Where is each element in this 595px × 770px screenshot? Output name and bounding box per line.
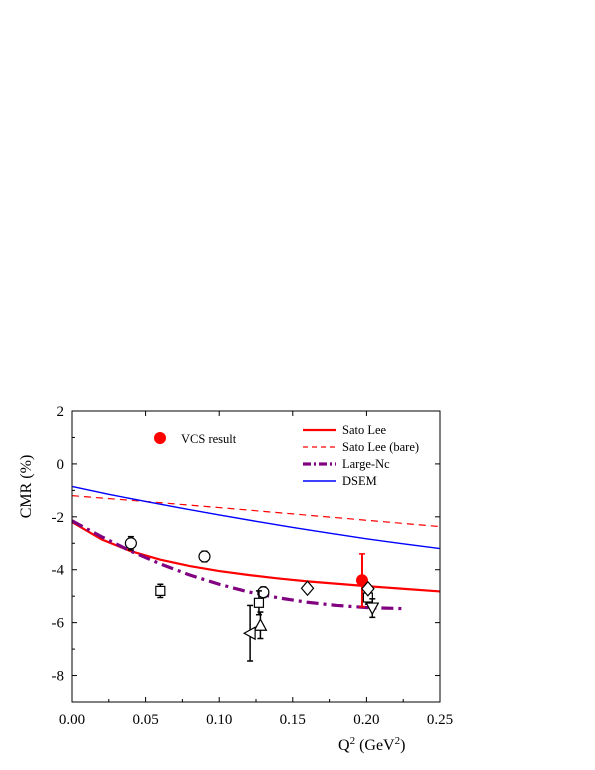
series-line-sato-lee <box>71 521 441 593</box>
y-tick-label: -8 <box>52 669 65 685</box>
axes: 0.00 0.05 0.10 0.15 0.20 0.25 2 0 -2 -4 -6 -8 <box>52 404 454 728</box>
data-point-circle <box>124 537 137 550</box>
y-tick-label: -6 <box>52 616 65 632</box>
legend-vcs-marker <box>154 432 166 444</box>
x-tick-label: 0.20 <box>353 712 379 728</box>
data-point-diamond <box>361 580 375 597</box>
x-axis-label-unit-close: ) <box>400 737 405 754</box>
data-point-triangle-down <box>365 602 380 616</box>
legend-vcs-label: VCS result <box>181 432 237 446</box>
legend: Sato Lee Sato Lee (bare) Large-Nc DSEM VCS r… <box>154 423 419 488</box>
y-tick-label: -2 <box>52 510 65 526</box>
legend-label: Large-Nc <box>342 457 390 471</box>
series-line-large-nc <box>71 519 404 611</box>
data-point-circle <box>198 550 211 563</box>
legend-label: DSEM <box>342 474 377 488</box>
y-axis-label: CMR (%) <box>18 455 35 519</box>
series-line-sato-lee-bare- <box>71 495 441 528</box>
x-tick-label: 0.05 <box>132 712 158 728</box>
data-point-square <box>253 597 265 608</box>
data-point-triangle-up <box>253 618 268 631</box>
x-axis-label-unit-sup: 2 <box>395 735 401 747</box>
x-axis-label-unit: (GeV <box>355 737 395 754</box>
x-tick-label: 0.00 <box>59 712 85 728</box>
legend-label: Sato Lee (bare) <box>342 440 419 454</box>
data-point-square <box>155 585 166 596</box>
plot-frame <box>71 410 441 703</box>
x-axis-label: Q2 (GeV2) <box>338 735 405 754</box>
x-axis-label-q: Q <box>338 737 350 754</box>
series-line-dsem <box>71 485 441 550</box>
y-tick-label: -4 <box>52 563 65 579</box>
x-tick-label: 0.25 <box>427 712 453 728</box>
y-tick-label: 0 <box>57 457 65 473</box>
vcs-point <box>355 574 368 587</box>
x-tick-label: 0.10 <box>206 712 232 728</box>
x-axis-label-sup: 2 <box>350 735 356 747</box>
data-point-triangle-left <box>242 626 256 641</box>
plot-area <box>71 485 441 662</box>
legend-label: Sato Lee <box>342 423 387 437</box>
x-tick-label: 0.15 <box>280 712 306 728</box>
data-point-diamond <box>300 580 315 597</box>
y-tick-label: 2 <box>57 404 65 420</box>
